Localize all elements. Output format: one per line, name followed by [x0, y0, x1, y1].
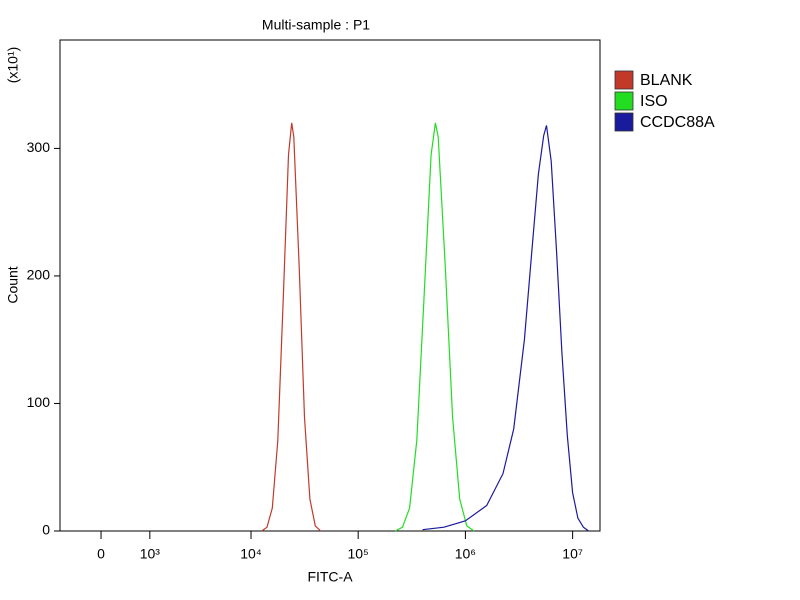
series-line: [261, 122, 322, 532]
x-tick-label: 0: [97, 546, 105, 562]
y-axis-label: Count: [5, 266, 21, 303]
y-tick-label: 0: [42, 522, 50, 538]
chart-title: Multi-sample : P1: [262, 17, 370, 33]
legend-swatch: [614, 112, 634, 132]
y-tick-label: 100: [27, 394, 51, 410]
legend-swatch: [614, 91, 634, 111]
x-axis-label: FITC-A: [307, 569, 353, 585]
x-tick-label: 10⁶: [455, 546, 476, 562]
series-line: [395, 122, 475, 532]
y-multiplier: (x10¹): [5, 47, 21, 84]
legend-label: BLANK: [640, 72, 693, 89]
y-tick-label: 300: [27, 139, 51, 155]
x-tick-label: 10⁴: [240, 546, 262, 562]
x-tick-label: 10³: [140, 546, 161, 562]
y-tick-label: 200: [27, 267, 51, 283]
series-line: [422, 125, 589, 532]
legend-label: CCDC88A: [640, 114, 715, 131]
x-tick-label: 10⁵: [347, 546, 368, 562]
legend-swatch: [614, 70, 634, 90]
legend-label: ISO: [640, 93, 668, 110]
plot-frame: [59, 39, 601, 532]
x-tick-label: 10⁷: [562, 546, 583, 562]
